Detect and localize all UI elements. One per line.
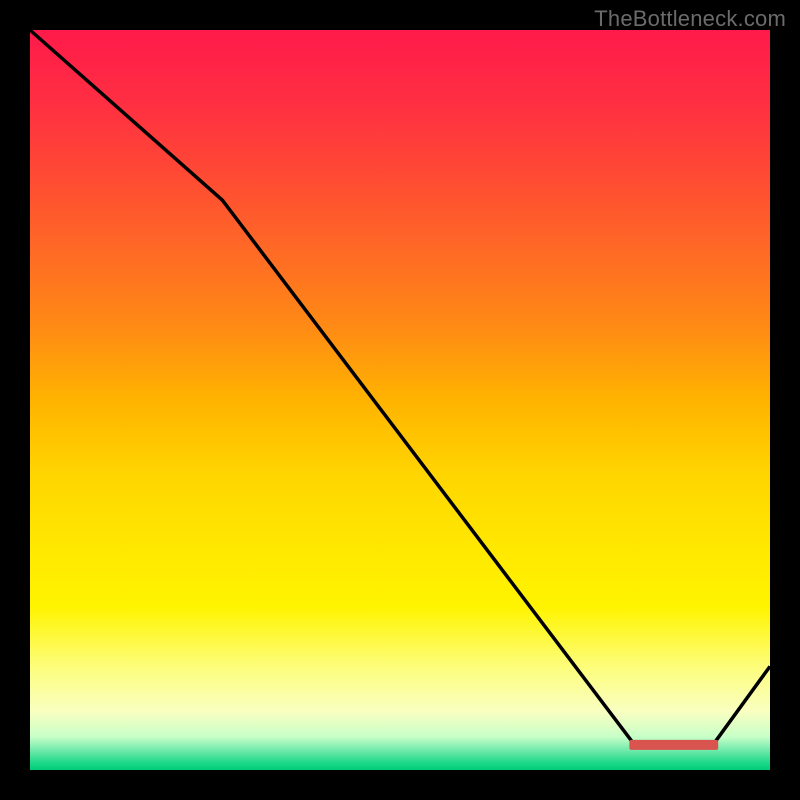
- optimal-range-bar: [629, 740, 718, 750]
- watermark-text: TheBottleneck.com: [594, 6, 786, 32]
- chart-container: TheBottleneck.com: [0, 0, 800, 800]
- bottleneck-chart: [0, 0, 800, 800]
- plot-gradient: [30, 30, 770, 770]
